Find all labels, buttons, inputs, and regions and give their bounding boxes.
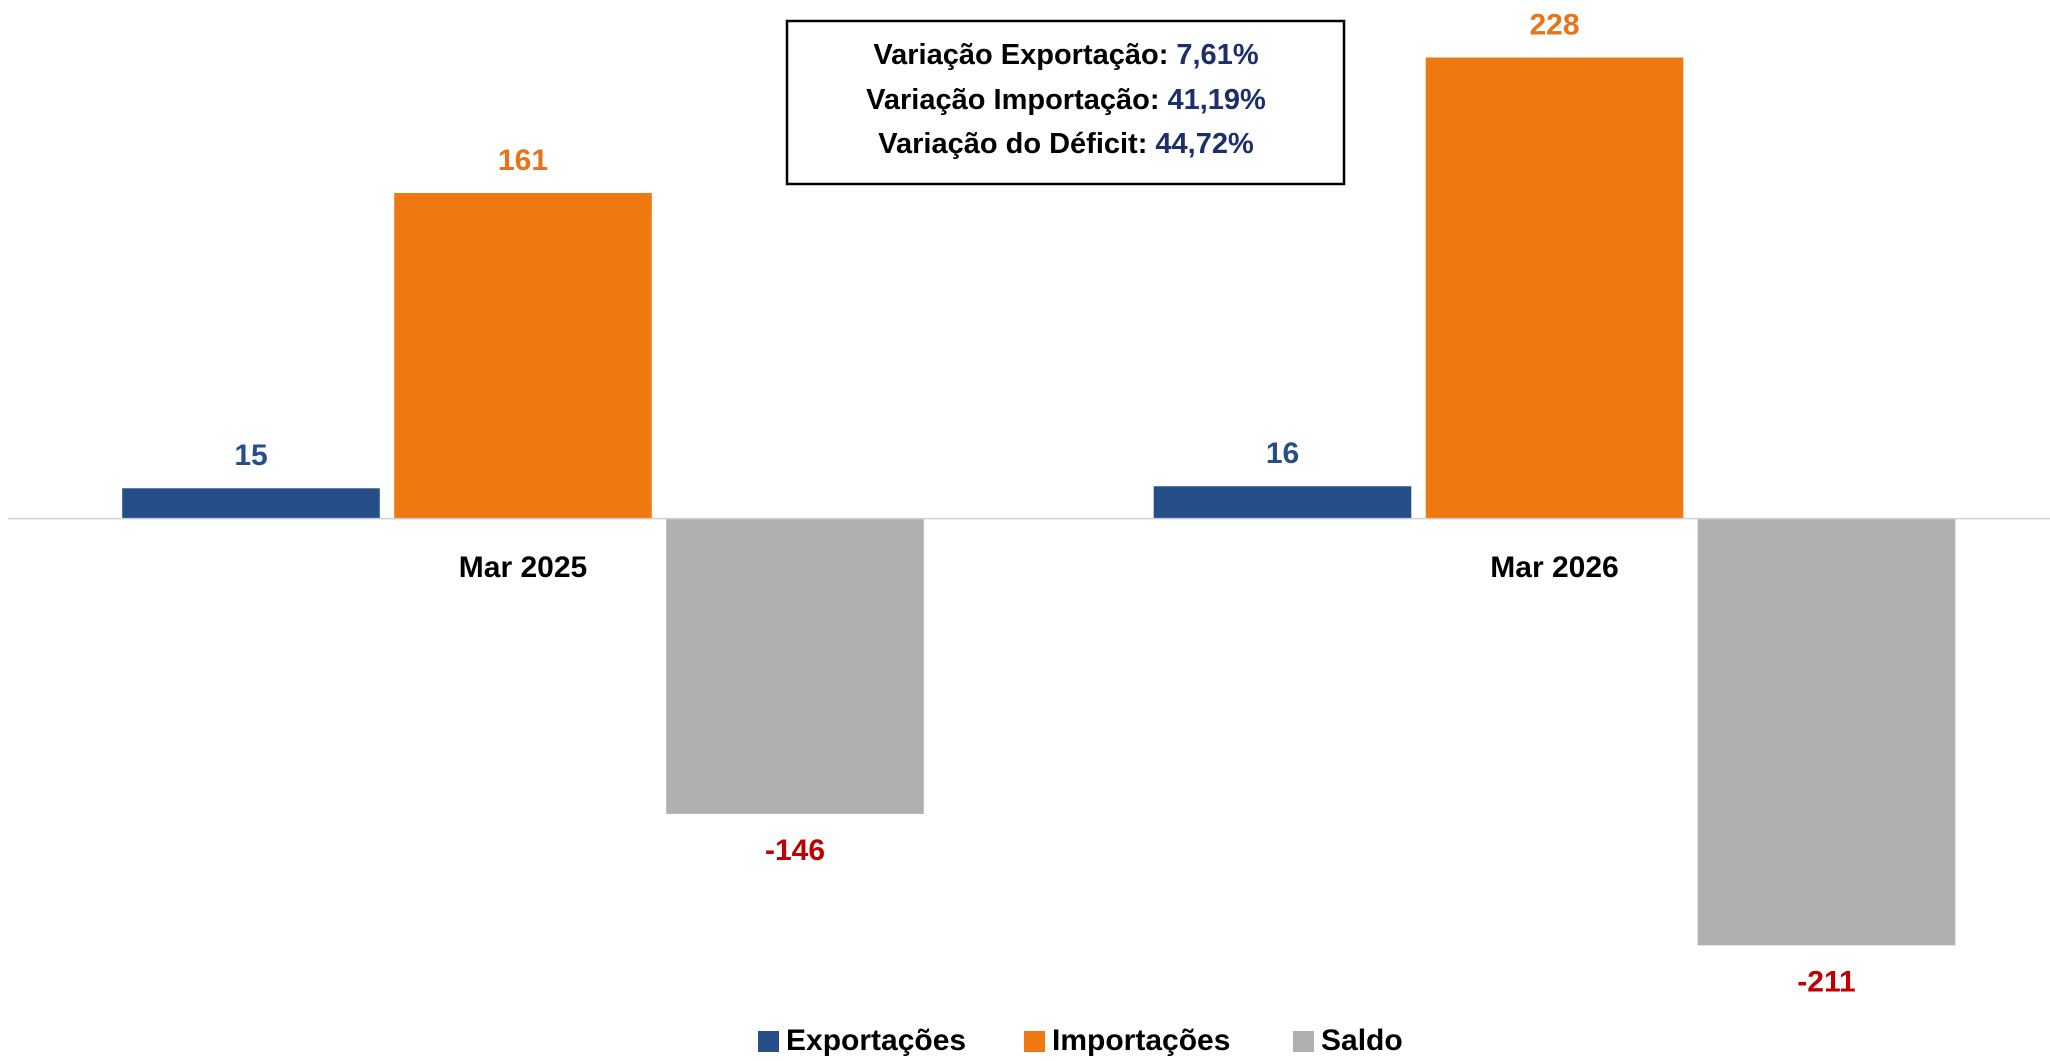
- bar: [394, 192, 652, 519]
- annotation-label: Variação Exportação:: [873, 39, 1168, 71]
- data-label: -146: [765, 834, 825, 867]
- annotation-line: Variação do Déficit: 44,72%: [878, 128, 1254, 160]
- bar: [666, 518, 924, 814]
- data-label: 16: [1266, 437, 1299, 470]
- legend-label: Saldo: [1321, 1024, 1403, 1057]
- annotation-line: Variação Importação: 41,19%: [866, 84, 1266, 116]
- data-label: -211: [1797, 965, 1855, 998]
- x-tick-label: Mar 2025: [459, 551, 587, 584]
- bar: [122, 488, 380, 519]
- annotation-label: Variação Importação:: [866, 84, 1159, 116]
- annotation-box: [785, 19, 1346, 186]
- legend-swatch: [758, 1031, 779, 1052]
- annotation-line: Variação Exportação: 7,61%: [873, 39, 1258, 71]
- annotation-label: Variação do Déficit:: [878, 128, 1147, 160]
- legend-label: Importações: [1052, 1024, 1230, 1057]
- annotation-value: 7,61%: [1176, 39, 1258, 71]
- legend-swatch: [1293, 1031, 1314, 1052]
- annotation-value: 41,19%: [1167, 84, 1266, 116]
- data-label: 15: [234, 439, 267, 472]
- annotation-value: 44,72%: [1155, 128, 1254, 160]
- x-tick-label: Mar 2026: [1490, 551, 1618, 584]
- data-label: 228: [1529, 8, 1579, 41]
- bar: [1153, 486, 1412, 519]
- bar: [1697, 518, 1956, 946]
- legend-label: Exportações: [786, 1024, 966, 1057]
- data-label: 161: [498, 144, 548, 177]
- bar: [1425, 57, 1684, 519]
- legend-swatch: [1024, 1031, 1045, 1052]
